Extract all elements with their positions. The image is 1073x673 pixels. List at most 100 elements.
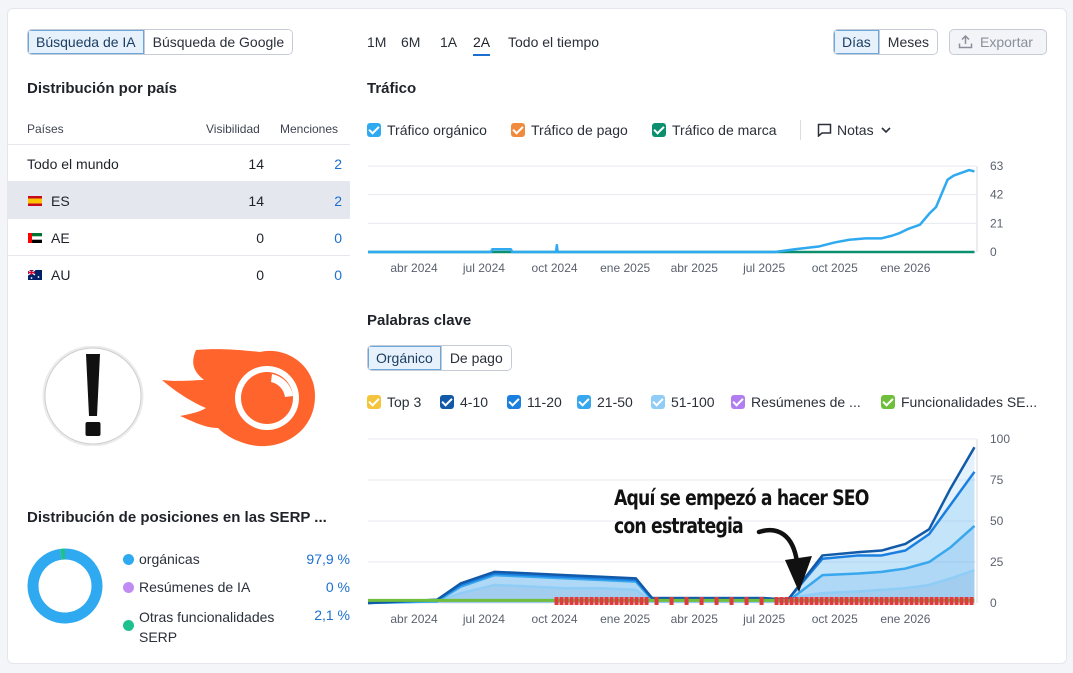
note-marker bbox=[564, 597, 569, 605]
series-line-4-10 bbox=[367, 446, 976, 605]
annotation-text-line1: Aquí se empezó a hacer SEO bbox=[614, 486, 869, 510]
notes-markers bbox=[554, 597, 974, 605]
note-marker bbox=[949, 597, 954, 605]
legend-paid-traffic[interactable]: Tráfico de pago bbox=[511, 122, 628, 138]
table-row[interactable]: ES 14 2 bbox=[7, 182, 350, 219]
table-row[interactable]: AE 0 0 bbox=[7, 219, 350, 256]
traffic-chart: 0 21 42 63 abr 2024 jul 2024 oct 2024 ene 2025 a… bbox=[368, 159, 1004, 275]
range-6m[interactable]: 6M bbox=[401, 34, 421, 50]
legend-divider bbox=[800, 120, 801, 140]
granularity-months[interactable]: Meses bbox=[878, 30, 938, 54]
y-tick-label: 25 bbox=[990, 555, 1004, 569]
note-marker bbox=[834, 597, 839, 605]
table-row[interactable]: AU 0 0 bbox=[7, 256, 350, 293]
note-marker bbox=[839, 597, 844, 605]
y-tick-label: 63 bbox=[990, 159, 1004, 173]
legend-11-20[interactable]: 11-20 bbox=[507, 394, 562, 410]
note-marker bbox=[554, 597, 559, 605]
mentions-link[interactable]: 2 bbox=[334, 193, 342, 209]
visibility-value: 0 bbox=[256, 267, 264, 283]
note-marker bbox=[919, 597, 924, 605]
chevron-down-icon bbox=[881, 127, 891, 134]
export-icon bbox=[958, 35, 973, 49]
range-1a[interactable]: 1A bbox=[440, 34, 458, 50]
annotation-arrow-icon bbox=[756, 527, 812, 592]
note-marker bbox=[879, 597, 884, 605]
y-tick-label: 100 bbox=[990, 432, 1010, 446]
note-marker bbox=[714, 597, 719, 605]
range-2a[interactable]: 2A bbox=[473, 34, 491, 56]
range-all-time[interactable]: Todo el tiempo bbox=[508, 34, 600, 50]
ai-summary-legend-dot bbox=[123, 582, 134, 593]
legend-brand-traffic[interactable]: Tráfico de marca bbox=[652, 122, 777, 138]
legend-51-100[interactable]: 51-100 bbox=[651, 394, 715, 410]
table-row[interactable]: Todo el mundo 14 2 bbox=[7, 145, 350, 182]
serp-label-ai-summaries: Resúmenes de IA bbox=[139, 579, 251, 595]
checkbox-icon bbox=[731, 395, 745, 409]
visibility-value: 14 bbox=[248, 156, 264, 172]
serp-value-organic: 97,9 % bbox=[306, 551, 350, 567]
x-tick-label: abr 2024 bbox=[390, 612, 438, 626]
y-tick-label: 0 bbox=[990, 245, 997, 259]
note-marker bbox=[829, 597, 834, 605]
note-marker bbox=[909, 597, 914, 605]
y-tick-label: 42 bbox=[990, 188, 1004, 202]
checkbox-icon bbox=[511, 123, 525, 137]
tab-organic[interactable]: Orgánico bbox=[368, 346, 441, 370]
note-marker bbox=[934, 597, 939, 605]
notes-dropdown[interactable]: Notas bbox=[817, 122, 892, 138]
note-marker bbox=[959, 597, 964, 605]
range-1m[interactable]: 1M bbox=[367, 34, 387, 50]
export-button[interactable]: Exportar bbox=[949, 29, 1047, 55]
country-name: ES bbox=[51, 193, 70, 209]
mentions-link[interactable]: 0 bbox=[334, 267, 342, 283]
granularity-days[interactable]: Días bbox=[834, 30, 879, 54]
serp-value-ai-summaries: 0 % bbox=[325, 579, 350, 595]
checkbox-icon bbox=[440, 395, 454, 409]
exclamation-icon bbox=[42, 346, 144, 446]
legend-label: 4-10 bbox=[460, 394, 489, 410]
note-marker bbox=[654, 597, 659, 605]
organic-legend-dot bbox=[123, 554, 134, 565]
checkbox-icon bbox=[577, 395, 591, 409]
tab-ai-search[interactable]: Búsqueda de IA bbox=[28, 30, 144, 54]
note-marker bbox=[559, 597, 564, 605]
note-marker bbox=[969, 597, 974, 605]
country-name: AE bbox=[51, 230, 70, 246]
note-marker bbox=[894, 597, 899, 605]
mentions-link[interactable]: 0 bbox=[334, 230, 342, 246]
note-marker bbox=[874, 597, 879, 605]
x-tick-label: jul 2025 bbox=[742, 261, 785, 275]
mentions-link[interactable]: 2 bbox=[334, 156, 342, 172]
note-marker bbox=[799, 597, 804, 605]
legend-4-10[interactable]: 4-10 bbox=[440, 394, 488, 410]
legend-label: Tráfico de marca bbox=[672, 122, 777, 138]
note-marker bbox=[899, 597, 904, 605]
x-tick-label: ene 2026 bbox=[880, 612, 930, 626]
note-marker bbox=[964, 597, 969, 605]
ae-flag-icon bbox=[28, 233, 42, 243]
legend-21-50[interactable]: 21-50 bbox=[577, 394, 633, 410]
granularity-toggle: Días Meses bbox=[833, 29, 939, 55]
x-tick-label: ene 2026 bbox=[880, 261, 930, 275]
legend-organic-traffic[interactable]: Tráfico orgánico bbox=[367, 122, 487, 138]
tab-google-search[interactable]: Búsqueda de Google bbox=[143, 30, 293, 54]
checkbox-icon bbox=[367, 123, 381, 137]
note-marker bbox=[619, 597, 624, 605]
legend-top3[interactable]: Top 3 bbox=[367, 394, 421, 410]
x-tick-label: jul 2025 bbox=[742, 612, 785, 626]
tab-paid[interactable]: De pago bbox=[440, 346, 511, 370]
es-flag-icon bbox=[28, 196, 42, 206]
note-marker bbox=[929, 597, 934, 605]
x-tick-label: ene 2025 bbox=[600, 612, 650, 626]
serp-distribution-title: Distribución de posiciones en las SERP .… bbox=[27, 509, 327, 526]
x-tick-label: oct 2024 bbox=[532, 261, 578, 275]
note-marker bbox=[624, 597, 629, 605]
checkbox-icon bbox=[367, 395, 381, 409]
search-source-toggle: Búsqueda de IA Búsqueda de Google bbox=[27, 29, 294, 55]
x-tick-label: abr 2025 bbox=[671, 261, 719, 275]
legend-ai-summaries[interactable]: Resúmenes de ... bbox=[731, 394, 861, 410]
annotation-text-line2: con estrategia bbox=[614, 514, 744, 538]
legend-serp-features[interactable]: Funcionalidades SE... bbox=[881, 394, 1037, 410]
note-marker bbox=[569, 597, 574, 605]
